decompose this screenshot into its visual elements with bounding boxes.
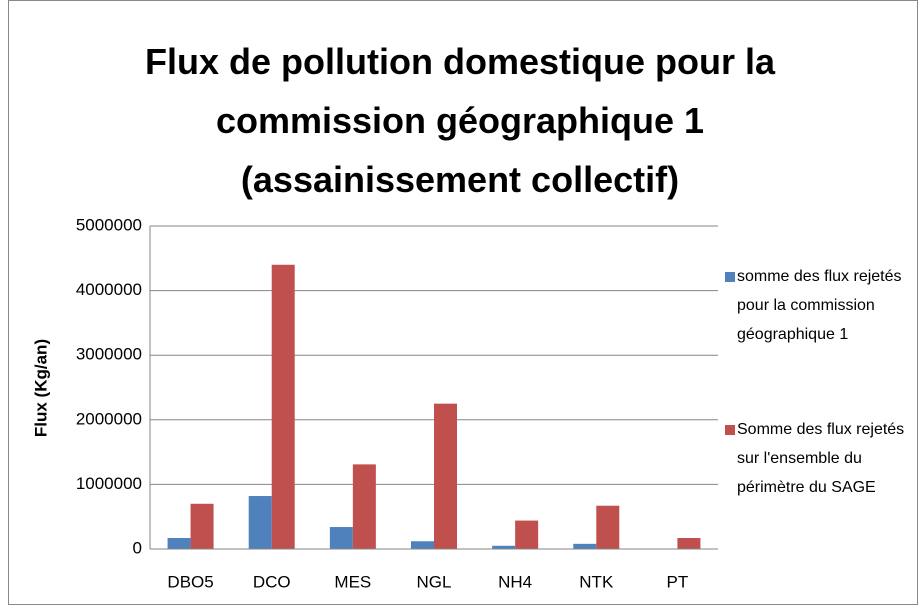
bar (248, 496, 272, 549)
legend-swatch (725, 425, 735, 435)
legend-label: Somme des flux rejetés sur l'ensemble du… (737, 421, 905, 496)
legend-label: somme des flux rejetés pour la commissio… (737, 268, 902, 343)
bar (515, 520, 539, 549)
bar (167, 538, 191, 549)
bar (677, 538, 701, 549)
bar (190, 503, 214, 549)
y-tick-label: 5000000 (76, 215, 142, 234)
y-tick-label: 0 (133, 538, 142, 557)
x-tick-label: NH4 (498, 572, 532, 591)
bar (411, 541, 434, 549)
y-tick-label: 2000000 (76, 409, 142, 428)
x-tick-label: DBO5 (167, 572, 213, 591)
y-tick-label: 3000000 (76, 345, 142, 364)
bar (271, 264, 295, 549)
bar (329, 527, 353, 549)
bar (573, 543, 597, 549)
x-tick-label: NTK (579, 572, 614, 591)
bar (492, 545, 516, 549)
x-tick-label: MES (334, 572, 371, 591)
legend-swatch (725, 272, 735, 282)
bar (352, 464, 376, 549)
bar (596, 505, 620, 549)
bar (434, 403, 457, 549)
x-tick-label: DCO (253, 572, 291, 591)
x-tick-label: NGL (417, 572, 452, 591)
frame (8, 0, 918, 605)
chart-title: Flux de pollution domestique pour la com… (145, 41, 775, 200)
y-tick-label: 1000000 (76, 474, 142, 493)
y-axis-label: Flux (Kg/an) (31, 339, 50, 437)
x-tick-label: PT (667, 572, 689, 591)
y-tick-label: 4000000 (76, 280, 142, 299)
